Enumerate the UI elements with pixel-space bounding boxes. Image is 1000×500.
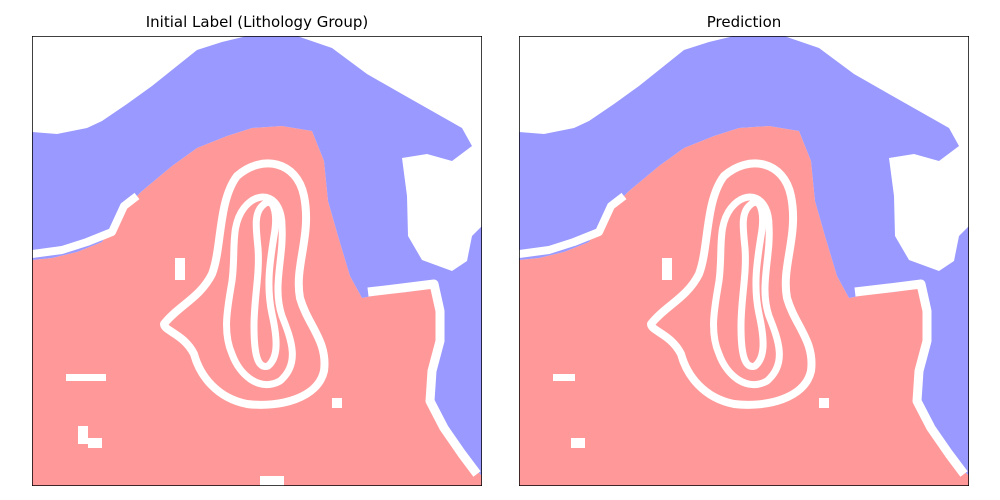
chart-title-initial-label: Initial Label (Lithology Group): [145, 13, 369, 31]
speck: [819, 398, 829, 408]
fold-loop-outer: [160, 159, 329, 409]
fold-loop-inner: [737, 199, 767, 370]
speck: [553, 374, 575, 381]
panel-prediction: Prediction: [519, 13, 969, 486]
heatmap-prediction: [519, 36, 969, 486]
chart-title-prediction: Prediction: [706, 13, 782, 31]
heatmap-initial-label: [32, 36, 482, 486]
white-band-right: [854, 279, 968, 477]
panel-initial-label: Initial Label (Lithology Group): [32, 13, 482, 486]
speck: [571, 438, 585, 448]
blue-region: [32, 36, 482, 476]
white-band-upper: [32, 192, 140, 258]
white-band-right: [367, 279, 481, 477]
fold-loop-middle: [710, 193, 783, 389]
speck: [66, 374, 106, 381]
speck: [260, 476, 284, 486]
speck: [662, 258, 672, 280]
white-band-upper: [519, 192, 627, 258]
speck: [88, 438, 102, 448]
fold-loop-inner: [250, 199, 280, 370]
blue-region: [519, 36, 969, 476]
fold-loop-middle: [223, 193, 296, 389]
speck: [78, 426, 88, 444]
speck: [332, 398, 342, 408]
fold-loop-outer: [647, 159, 816, 409]
speck: [175, 258, 185, 280]
